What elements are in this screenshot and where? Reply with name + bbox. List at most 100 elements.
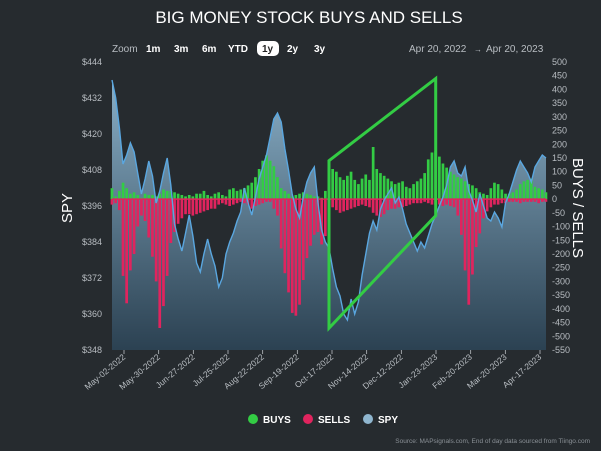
- buys-bar: [268, 160, 272, 200]
- buys-bar: [265, 155, 268, 200]
- zoom-button-ytd[interactable]: YTD: [228, 44, 248, 55]
- sells-bar: [390, 199, 393, 209]
- sells-bar: [522, 199, 526, 202]
- sells-bar: [338, 199, 342, 213]
- legend: BUYS SELLS SPY: [248, 414, 398, 426]
- date-from[interactable]: Apr 20, 2022: [409, 44, 467, 55]
- buys-bar: [158, 193, 162, 200]
- sells-bar: [408, 199, 412, 205]
- buys-bar: [515, 189, 518, 200]
- sells-bar: [515, 199, 518, 202]
- sells-bar: [426, 199, 430, 204]
- zoom-button-6m[interactable]: 6m: [202, 44, 217, 55]
- buys-bar: [507, 193, 511, 200]
- sells-bar: [158, 199, 162, 328]
- x-axis: May-02-2022May-30-2022Jun-27-2022Jul-25-…: [82, 350, 543, 392]
- sells-bar: [430, 199, 434, 205]
- zoom-button-2y[interactable]: 2y: [287, 44, 299, 55]
- sells-bar: [118, 199, 121, 211]
- zoom-button-1y[interactable]: 1y: [257, 41, 279, 56]
- sells-bar: [386, 199, 390, 211]
- buys-bar: [257, 169, 261, 200]
- sells-bar: [500, 199, 504, 204]
- sells-bar: [235, 199, 239, 204]
- zoom-button-1m[interactable]: 1m: [146, 44, 161, 55]
- sells-bar: [228, 199, 231, 206]
- sells-bar: [342, 199, 345, 212]
- buys-bar: [324, 190, 327, 200]
- sells-bar: [184, 199, 187, 215]
- buys-bar: [357, 184, 360, 200]
- sells-bar: [467, 199, 471, 305]
- buys-bar: [456, 177, 460, 200]
- buys-bar: [353, 179, 357, 200]
- sells-bar: [110, 199, 114, 205]
- buys-bar: [504, 193, 507, 200]
- sells-bar: [478, 199, 482, 234]
- sells-bar: [217, 199, 220, 205]
- zoom-buttons: 1m 3m 6m YTD 1y 2y 3y: [146, 41, 326, 56]
- sells-bar: [298, 199, 301, 305]
- buys-bar: [298, 193, 301, 200]
- y-right-tick-label: 350: [552, 98, 567, 108]
- buys-bar: [474, 188, 478, 200]
- date-separator: →: [474, 45, 482, 54]
- y-axis-right-label: BUYS / SELLS: [569, 158, 586, 258]
- buys-bar: [346, 175, 349, 200]
- buys-bar: [379, 173, 382, 200]
- buys-bar: [232, 188, 235, 200]
- buys-bar: [533, 186, 537, 200]
- y-right-tick-label: 150: [552, 153, 567, 163]
- zoom-button-3m[interactable]: 3m: [174, 44, 189, 55]
- sells-bar: [151, 199, 154, 257]
- buys-bar: [485, 195, 489, 200]
- buys-bar: [386, 178, 390, 200]
- sells-bar: [518, 199, 522, 204]
- buys-bar: [154, 196, 158, 200]
- buys-bar: [471, 185, 474, 200]
- buys-bar: [254, 177, 257, 200]
- sells-bar: [335, 199, 338, 211]
- sells-bar: [482, 199, 485, 219]
- zoom-button-3y[interactable]: 3y: [314, 44, 326, 55]
- sells-bar: [213, 199, 217, 209]
- buys-bar: [529, 178, 533, 200]
- y-right-tick-label: 0: [552, 194, 557, 204]
- buys-bar: [404, 186, 408, 200]
- buys-bar: [198, 193, 202, 200]
- y-right-tick-label: -300: [552, 276, 570, 286]
- buys-bar: [169, 190, 173, 200]
- y-right-tick-label: 450: [552, 71, 567, 81]
- buys-bar: [401, 181, 404, 200]
- sells-bar: [195, 199, 198, 215]
- legend-item-buys[interactable]: BUYS: [248, 414, 291, 426]
- zoom-button-selected-bg: [257, 41, 279, 56]
- y-right-tick-label: 400: [552, 84, 567, 94]
- sells-bar: [316, 199, 320, 232]
- buys-bar: [221, 195, 224, 200]
- sells-bar: [309, 199, 312, 246]
- sells-bar: [283, 199, 287, 274]
- y-left-tick-label: $408: [82, 165, 102, 175]
- buys-bar: [393, 184, 397, 200]
- legend-item-sells[interactable]: SELLS: [303, 414, 351, 426]
- sells-bar: [419, 199, 423, 204]
- buys-bar: [371, 147, 375, 200]
- sells-bar: [526, 199, 529, 202]
- legend-item-spy[interactable]: SPY: [363, 414, 398, 426]
- sells-bar: [353, 199, 357, 208]
- sells-bar: [415, 199, 419, 204]
- y-right-tick-label: -250: [552, 263, 570, 273]
- sells-bar: [412, 199, 415, 204]
- sells-bar: [224, 199, 228, 205]
- buys-bar: [272, 166, 276, 200]
- buys-bar: [522, 181, 526, 200]
- date-to[interactable]: Apr 20, 2023: [486, 44, 544, 55]
- sells-bar: [312, 199, 316, 235]
- sells-bar: [463, 199, 467, 271]
- sells-bar: [202, 199, 206, 212]
- buys-bar: [250, 182, 254, 200]
- buys-bar: [412, 184, 415, 200]
- buys-bar: [224, 196, 228, 200]
